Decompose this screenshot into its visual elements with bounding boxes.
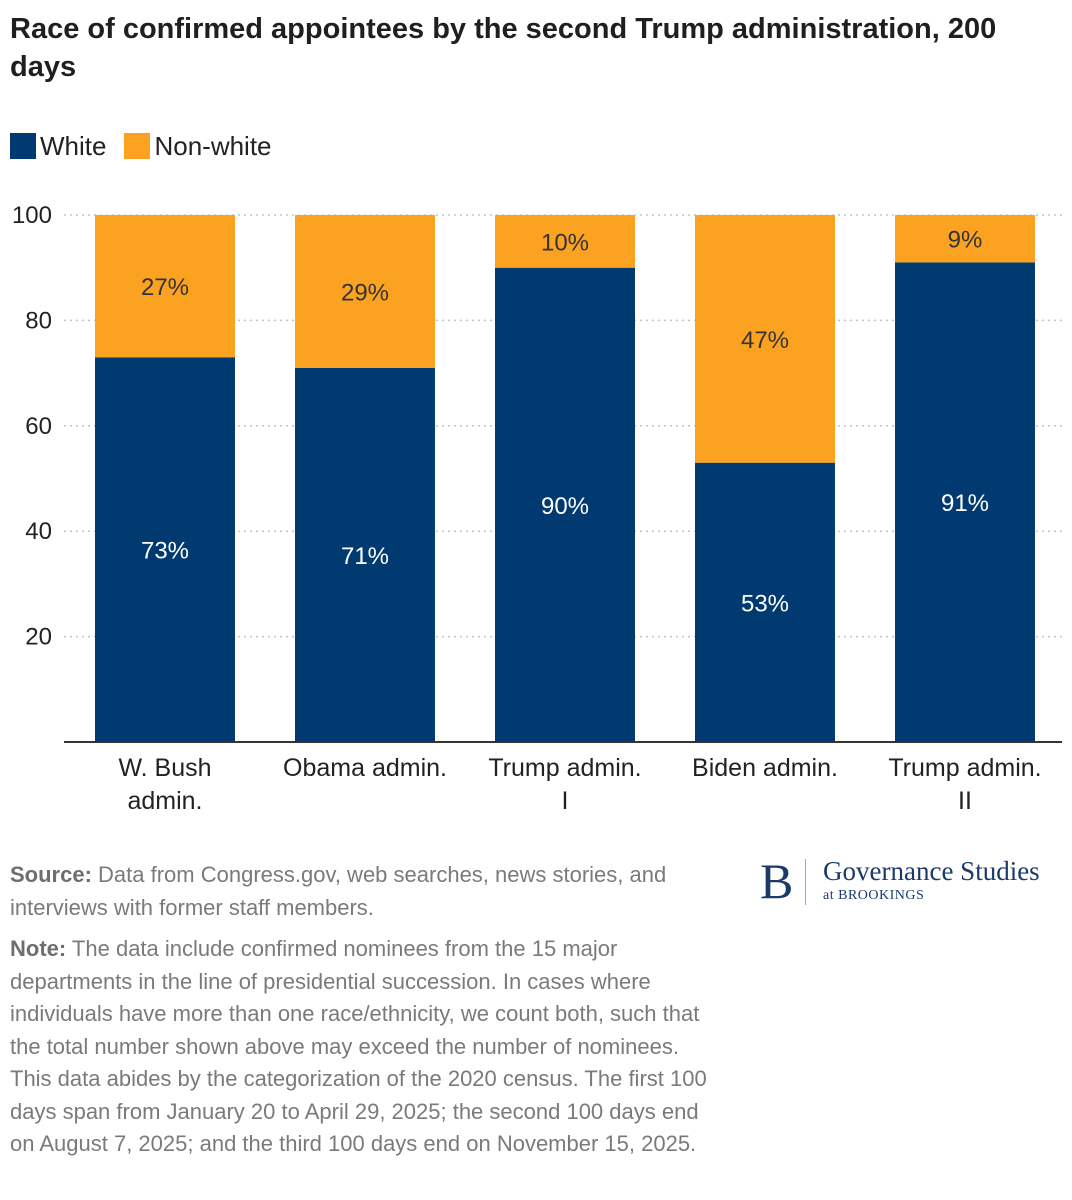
data-label-white-0: 73% bbox=[141, 538, 189, 565]
y-tick-label-100: 100 bbox=[12, 202, 52, 229]
data-label-non-white-4: 9% bbox=[948, 227, 983, 254]
bar-white-1 bbox=[295, 367, 435, 742]
bar-non-white-3 bbox=[695, 215, 835, 463]
data-label-white-1: 71% bbox=[341, 543, 389, 570]
legend-swatch-white bbox=[10, 133, 36, 159]
data-label-white-2: 90% bbox=[541, 493, 589, 520]
logo-name: Governance Studies bbox=[823, 856, 1040, 886]
logo-subtitle: at BROOKINGS bbox=[823, 888, 925, 903]
brookings-logo: B Governance Studies at BROOKINGS bbox=[760, 855, 1065, 910]
legend-item-non-white: Non-white bbox=[124, 130, 272, 162]
bar-white-3 bbox=[695, 462, 835, 742]
data-label-non-white-0: 27% bbox=[141, 274, 189, 301]
data-label-white-4: 91% bbox=[941, 490, 989, 517]
source-text: Data from Congress.gov, web searches, ne… bbox=[10, 862, 667, 920]
chart-title: Race of confirmed appointees by the seco… bbox=[10, 13, 997, 83]
y-tick-label-60: 60 bbox=[25, 413, 52, 440]
x-tick-label-4-0: Trump admin. bbox=[888, 754, 1041, 782]
x-tick-label-3-0: Biden admin. bbox=[692, 754, 838, 782]
legend-label-white: White bbox=[40, 130, 107, 161]
source-label: Source: bbox=[10, 862, 92, 887]
legend-label-non-white: Non-white bbox=[154, 130, 272, 161]
y-tick-label-80: 80 bbox=[25, 307, 52, 334]
bar-non-white-2 bbox=[495, 215, 635, 268]
x-tick-label-4-1: II bbox=[958, 787, 972, 815]
logo-divider bbox=[805, 859, 806, 905]
legend: White Non-white bbox=[10, 130, 290, 162]
legend-item-white: White bbox=[10, 131, 106, 162]
x-tick-label-0-1: admin. bbox=[127, 787, 202, 815]
bar-white-2 bbox=[495, 267, 635, 742]
note-label: Note: bbox=[10, 936, 67, 961]
stacked-bar-chart: 20 40 60 80 100 73% 27% W. Bush admin. 71% 29% Obam… bbox=[12, 202, 1062, 815]
bar-white-0 bbox=[95, 357, 235, 742]
bar-non-white-4 bbox=[895, 215, 1035, 263]
x-tick-label-2-0: Trump admin. bbox=[488, 754, 641, 782]
bar-white-4 bbox=[895, 262, 1035, 742]
bar-non-white-0 bbox=[95, 215, 235, 358]
data-label-non-white-3: 47% bbox=[741, 327, 789, 354]
note-text: The data include confirmed nominees from… bbox=[10, 936, 707, 1156]
source-note: Source: Data from Congress.gov, web sear… bbox=[10, 859, 715, 924]
legend-swatch-non-white bbox=[124, 133, 151, 159]
data-label-white-3: 53% bbox=[741, 590, 789, 617]
y-tick-label-20: 20 bbox=[25, 624, 52, 651]
logo-letter: B bbox=[760, 853, 794, 909]
bar-non-white-1 bbox=[295, 215, 435, 368]
data-label-non-white-1: 29% bbox=[341, 279, 389, 306]
methodology-note: Note: The data include confirmed nominee… bbox=[10, 933, 715, 1161]
x-tick-label-1-0: Obama admin. bbox=[283, 754, 447, 782]
x-tick-label-2-1: I bbox=[562, 787, 569, 815]
data-label-non-white-2: 10% bbox=[541, 229, 589, 256]
x-tick-label-0-0: W. Bush bbox=[118, 754, 211, 782]
y-tick-label-40: 40 bbox=[25, 518, 52, 545]
